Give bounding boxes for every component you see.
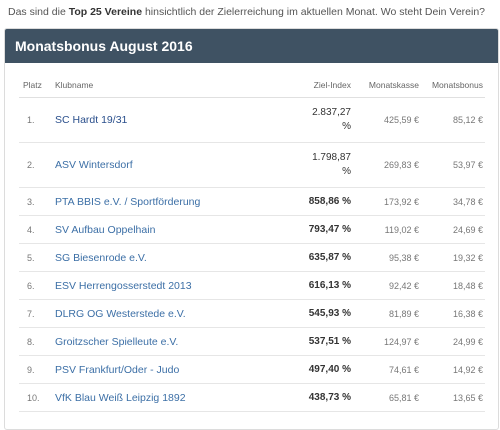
row-monatskasse: 173,92 €	[353, 187, 421, 216]
intro-text: Das sind die Top 25 Vereine hinsichtlich…	[8, 6, 498, 18]
row-monatskasse: 119,02 €	[353, 215, 421, 244]
row-ziel-index: 1.798,87 %	[283, 142, 353, 188]
table-header-row: Platz Klubname Ziel-Index Monatskasse Mo…	[19, 73, 485, 98]
row-ziel-index-value: 2.837,27 %	[312, 107, 351, 132]
row-ziel-index-value: 858,86 %	[308, 195, 351, 207]
header-ziel-index[interactable]: Ziel-Index	[283, 73, 353, 98]
row-klubname-link[interactable]: VfK Blau Weiß Leipzig 1892	[53, 383, 283, 412]
row-ziel-index: 858,86 %	[283, 187, 353, 216]
row-ziel-index-value: 793,47 %	[308, 223, 351, 235]
header-monatsbonus[interactable]: Monatsbonus	[421, 73, 485, 98]
row-platz: 3.	[19, 187, 53, 216]
row-platz: 8.	[19, 327, 53, 356]
row-klubname-link[interactable]: SV Aufbau Oppelhain	[53, 215, 283, 244]
intro-prefix: Das sind die	[8, 6, 69, 18]
row-monatsbonus: 16,38 €	[421, 299, 485, 328]
row-monatsbonus: 18,48 €	[421, 271, 485, 300]
row-platz: 10.	[19, 383, 53, 412]
row-klubname-link[interactable]: DLRG OG Westerstede e.V.	[53, 299, 283, 328]
header-monatskasse[interactable]: Monatskasse	[353, 73, 421, 98]
row-klubname-link[interactable]: ESV Herrengosserstedt 2013	[53, 271, 283, 300]
row-monatskasse: 74,61 €	[353, 355, 421, 384]
intro-suffix: hinsichtlich der Zielerreichung im aktue…	[142, 6, 486, 18]
row-monatsbonus: 19,32 €	[421, 243, 485, 272]
table-row: 5. SG Biesenrode e.V. 635,87 % 95,38 €19,32…	[19, 243, 485, 272]
row-ziel-index-value: 537,51 %	[308, 335, 351, 347]
row-platz: 9.	[19, 355, 53, 384]
row-monatsbonus: 13,65 €	[421, 383, 485, 412]
header-klubname[interactable]: Klubname	[53, 73, 283, 98]
row-monatskasse: 425,59 €	[353, 97, 421, 143]
row-monatskasse: 124,97 €	[353, 327, 421, 356]
row-platz: 6.	[19, 271, 53, 300]
row-platz: 5.	[19, 243, 53, 272]
row-platz: 2.	[19, 142, 53, 188]
row-monatskasse: 269,83 €	[353, 142, 421, 188]
row-klubname-link[interactable]: PSV Frankfurt/Oder - Judo	[53, 355, 283, 384]
row-ziel-index: 438,73 %	[283, 383, 353, 412]
row-ziel-index: 537,51 %	[283, 327, 353, 356]
table-row: 2. ASV Wintersdorf 1.798,87 % 269,83 €53,97…	[19, 142, 485, 188]
row-ziel-index-value: 497,40 %	[308, 363, 351, 375]
row-ziel-index: 635,87 %	[283, 243, 353, 272]
row-ziel-index: 545,93 %	[283, 299, 353, 328]
intro-highlight: Top 25 Vereine	[68, 6, 143, 18]
row-ziel-index-value: 545,93 %	[308, 307, 351, 319]
row-ziel-index-value: 635,87 %	[308, 251, 351, 263]
row-klubname-link[interactable]: ASV Wintersdorf	[53, 142, 283, 188]
table-row: 10. VfK Blau Weiß Leipzig 1892 438,73 % 65,…	[19, 383, 485, 412]
panel-title: Monatsbonus August 2016	[5, 29, 498, 63]
row-ziel-index: 793,47 %	[283, 215, 353, 244]
row-ziel-index-value: 438,73 %	[308, 391, 351, 403]
table-row: 4. SV Aufbau Oppelhain 793,47 % 119,02 €24,…	[19, 215, 485, 244]
row-monatsbonus: 85,12 €	[421, 97, 485, 143]
row-platz: 7.	[19, 299, 53, 328]
row-klubname-link[interactable]: Groitzscher Spielleute e.V.	[53, 327, 283, 356]
row-ziel-index-value: 616,13 %	[308, 279, 351, 291]
row-ziel-index: 497,40 %	[283, 355, 353, 384]
header-platz[interactable]: Platz	[19, 73, 53, 98]
row-monatskasse: 92,42 €	[353, 271, 421, 300]
row-klubname-link[interactable]: SG Biesenrode e.V.	[53, 243, 283, 272]
row-monatsbonus: 14,92 €	[421, 355, 485, 384]
table-row: 3. PTA BBIS e.V. / Sportförderung 858,86 %…	[19, 187, 485, 216]
row-monatsbonus: 53,97 €	[421, 142, 485, 188]
table-row: 8. Groitzscher Spielleute e.V. 537,51 % 124…	[19, 327, 485, 356]
row-platz: 1.	[19, 97, 53, 143]
table-row: 6. ESV Herrengosserstedt 2013 616,13 % 92,4…	[19, 271, 485, 300]
table-row: 9. PSV Frankfurt/Oder - Judo 497,40 % 74,61…	[19, 355, 485, 384]
ranking-table: Platz Klubname Ziel-Index Monatskasse Mo…	[19, 73, 485, 412]
row-ziel-index-value: 1.798,87 %	[312, 152, 351, 177]
ranking-panel: Monatsbonus August 2016 Platz Klubname Z…	[4, 28, 499, 430]
row-ziel-index: 2.837,27 %	[283, 97, 353, 143]
row-klubname-link[interactable]: SC Hardt 19/31	[53, 97, 283, 143]
row-monatskasse: 81,89 €	[353, 299, 421, 328]
row-monatsbonus: 34,78 €	[421, 187, 485, 216]
table-row: 1. SC Hardt 19/31 2.837,27 % 425,59 €85,12 …	[19, 97, 485, 143]
row-monatskasse: 95,38 €	[353, 243, 421, 272]
row-platz: 4.	[19, 215, 53, 244]
row-monatskasse: 65,81 €	[353, 383, 421, 412]
row-ziel-index: 616,13 %	[283, 271, 353, 300]
row-monatsbonus: 24,99 €	[421, 327, 485, 356]
row-klubname-link[interactable]: PTA BBIS e.V. / Sportförderung	[53, 187, 283, 216]
row-monatsbonus: 24,69 €	[421, 215, 485, 244]
table-row: 7. DLRG OG Westerstede e.V. 545,93 % 81,89 …	[19, 299, 485, 328]
